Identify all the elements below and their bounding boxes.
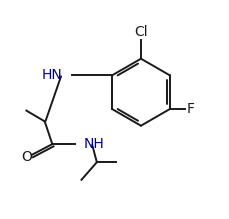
Text: Cl: Cl <box>134 25 147 39</box>
Text: HN: HN <box>41 69 62 82</box>
Text: F: F <box>186 102 194 116</box>
Text: NH: NH <box>83 137 104 151</box>
Text: O: O <box>22 150 32 164</box>
